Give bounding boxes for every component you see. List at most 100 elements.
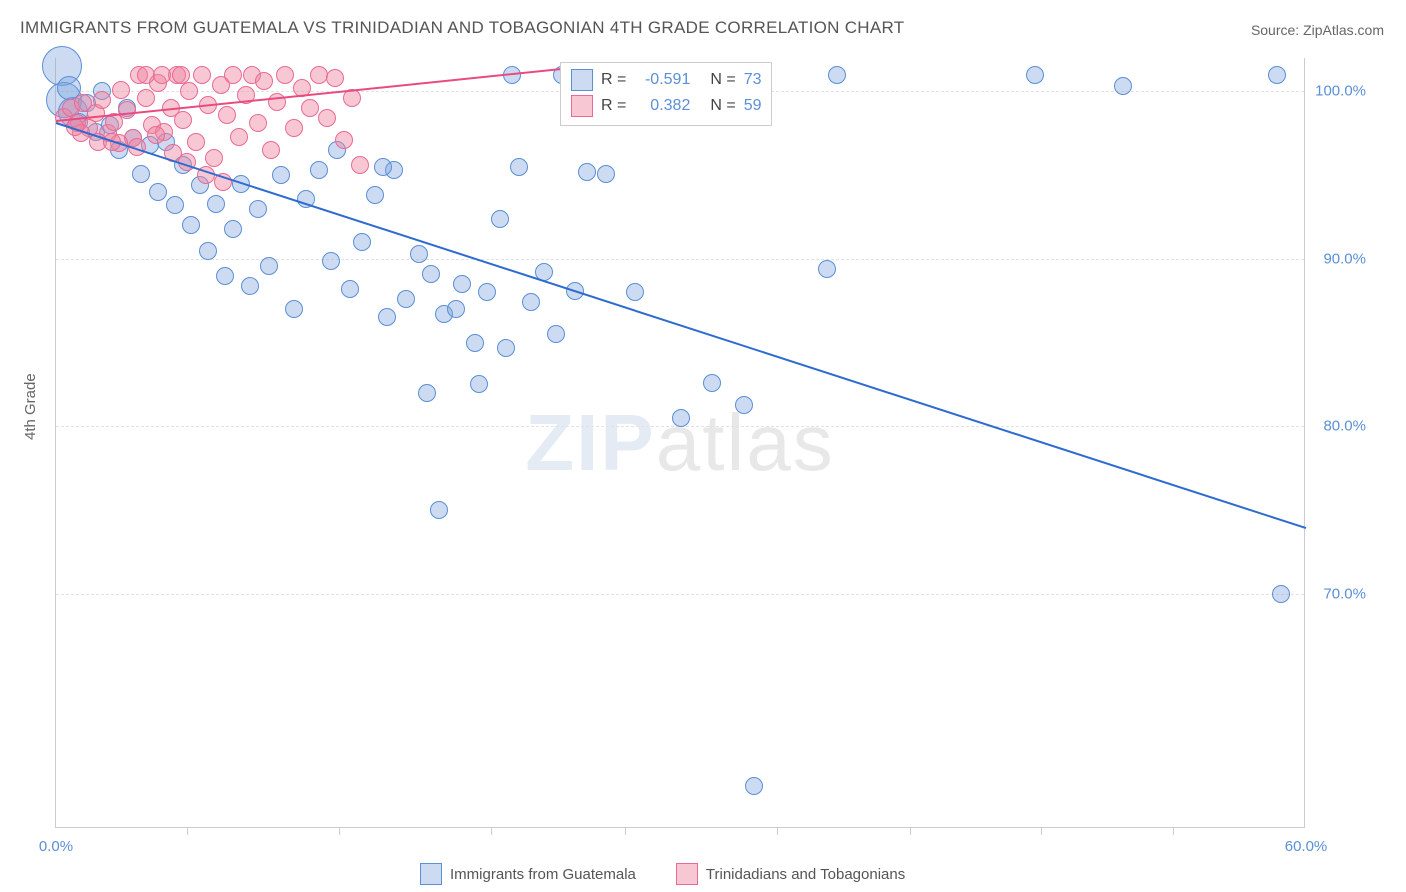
scatter-point-guatemala: [578, 163, 596, 181]
scatter-point-guatemala: [470, 375, 488, 393]
scatter-point-guatemala: [216, 267, 234, 285]
scatter-point-guatemala: [366, 186, 384, 204]
scatter-point-trinidad: [255, 72, 273, 90]
scatter-point-guatemala: [310, 161, 328, 179]
stats-row-trinidad: R =0.382N =59: [571, 93, 761, 119]
scatter-point-trinidad: [112, 81, 130, 99]
scatter-point-guatemala: [285, 300, 303, 318]
scatter-point-guatemala: [199, 242, 217, 260]
scatter-point-trinidad: [268, 93, 286, 111]
swatch-icon: [571, 95, 593, 117]
scatter-point-trinidad: [93, 91, 111, 109]
scatter-point-guatemala: [249, 200, 267, 218]
trendline-guatemala: [56, 122, 1307, 529]
scatter-point-guatemala: [397, 290, 415, 308]
scatter-point-trinidad: [137, 89, 155, 107]
scatter-point-guatemala: [745, 777, 763, 795]
scatter-point-trinidad: [285, 119, 303, 137]
y-tick-label: 90.0%: [1323, 250, 1366, 267]
scatter-point-guatemala: [207, 195, 225, 213]
scatter-point-guatemala: [418, 384, 436, 402]
scatter-point-guatemala: [260, 257, 278, 275]
scatter-point-trinidad: [180, 82, 198, 100]
scatter-point-trinidad: [310, 66, 328, 84]
x-tick: [1041, 827, 1042, 835]
scatter-point-trinidad: [187, 133, 205, 151]
scatter-point-guatemala: [341, 280, 359, 298]
scatter-point-guatemala: [378, 308, 396, 326]
r-value: -0.591: [634, 71, 690, 89]
scatter-point-guatemala: [422, 265, 440, 283]
scatter-point-guatemala: [497, 339, 515, 357]
scatter-point-guatemala: [735, 396, 753, 414]
chart-title: IMMIGRANTS FROM GUATEMALA VS TRINIDADIAN…: [20, 18, 904, 38]
scatter-point-guatemala: [491, 210, 509, 228]
x-tick: [1173, 827, 1174, 835]
gridline: [56, 594, 1304, 595]
x-tick: [777, 827, 778, 835]
scatter-point-guatemala: [828, 66, 846, 84]
scatter-point-guatemala: [374, 158, 392, 176]
scatter-point-guatemala: [224, 220, 242, 238]
swatch-icon: [676, 863, 698, 885]
scatter-point-trinidad: [224, 66, 242, 84]
x-tick-label: 60.0%: [1285, 838, 1328, 855]
source-attribution: Source: ZipAtlas.com: [1251, 22, 1384, 38]
scatter-point-guatemala: [241, 277, 259, 295]
scatter-point-trinidad: [351, 156, 369, 174]
scatter-point-trinidad: [276, 66, 294, 84]
scatter-point-guatemala: [410, 245, 428, 263]
scatter-point-guatemala: [466, 334, 484, 352]
scatter-point-guatemala: [547, 325, 565, 343]
y-tick-label: 80.0%: [1323, 418, 1366, 435]
legend-item-guatemala: Immigrants from Guatemala: [420, 863, 636, 885]
scatter-point-trinidad: [172, 66, 190, 84]
r-label: R =: [601, 71, 626, 89]
scatter-point-trinidad: [147, 126, 165, 144]
x-tick: [339, 827, 340, 835]
scatter-point-guatemala: [1272, 585, 1290, 603]
scatter-point-guatemala: [149, 183, 167, 201]
scatter-point-guatemala: [1026, 66, 1044, 84]
x-tick: [625, 827, 626, 835]
scatter-point-guatemala: [597, 165, 615, 183]
scatter-point-trinidad: [205, 149, 223, 167]
r-value: 0.382: [634, 97, 690, 115]
scatter-point-trinidad: [137, 66, 155, 84]
scatter-point-guatemala: [447, 300, 465, 318]
swatch-icon: [420, 863, 442, 885]
scatter-point-trinidad: [249, 114, 267, 132]
n-label: N =: [710, 71, 735, 89]
scatter-point-guatemala: [818, 260, 836, 278]
scatter-point-trinidad: [326, 69, 344, 87]
x-tick: [910, 827, 911, 835]
scatter-point-guatemala: [453, 275, 471, 293]
y-axis-label: 4th Grade: [22, 373, 39, 440]
scatter-point-trinidad: [153, 66, 171, 84]
scatter-point-guatemala: [272, 166, 290, 184]
legend-label: Immigrants from Guatemala: [450, 866, 636, 883]
scatter-point-guatemala: [166, 196, 184, 214]
scatter-point-guatemala: [1114, 77, 1132, 95]
scatter-point-guatemala: [510, 158, 528, 176]
scatter-point-guatemala: [132, 165, 150, 183]
scatter-point-guatemala: [353, 233, 371, 251]
scatter-point-guatemala: [182, 216, 200, 234]
scatter-point-guatemala: [478, 283, 496, 301]
scatter-point-trinidad: [318, 109, 336, 127]
scatter-point-guatemala: [672, 409, 690, 427]
bottom-legend: Immigrants from GuatemalaTrinidadians an…: [420, 863, 905, 885]
n-value: 73: [744, 71, 762, 89]
n-value: 59: [744, 97, 762, 115]
scatter-point-trinidad: [301, 99, 319, 117]
scatter-point-guatemala: [1268, 66, 1286, 84]
scatter-point-guatemala: [626, 283, 644, 301]
plot-area: ZIPatlas 70.0%80.0%90.0%100.0%0.0%60.0%: [55, 58, 1305, 828]
scatter-point-trinidad: [230, 128, 248, 146]
gridline: [56, 259, 1304, 260]
y-tick-label: 100.0%: [1315, 83, 1366, 100]
stats-row-guatemala: R = -0.591 N = 73: [571, 67, 761, 93]
scatter-point-trinidad: [218, 106, 236, 124]
scatter-point-guatemala: [430, 501, 448, 519]
y-tick-label: 70.0%: [1323, 585, 1366, 602]
